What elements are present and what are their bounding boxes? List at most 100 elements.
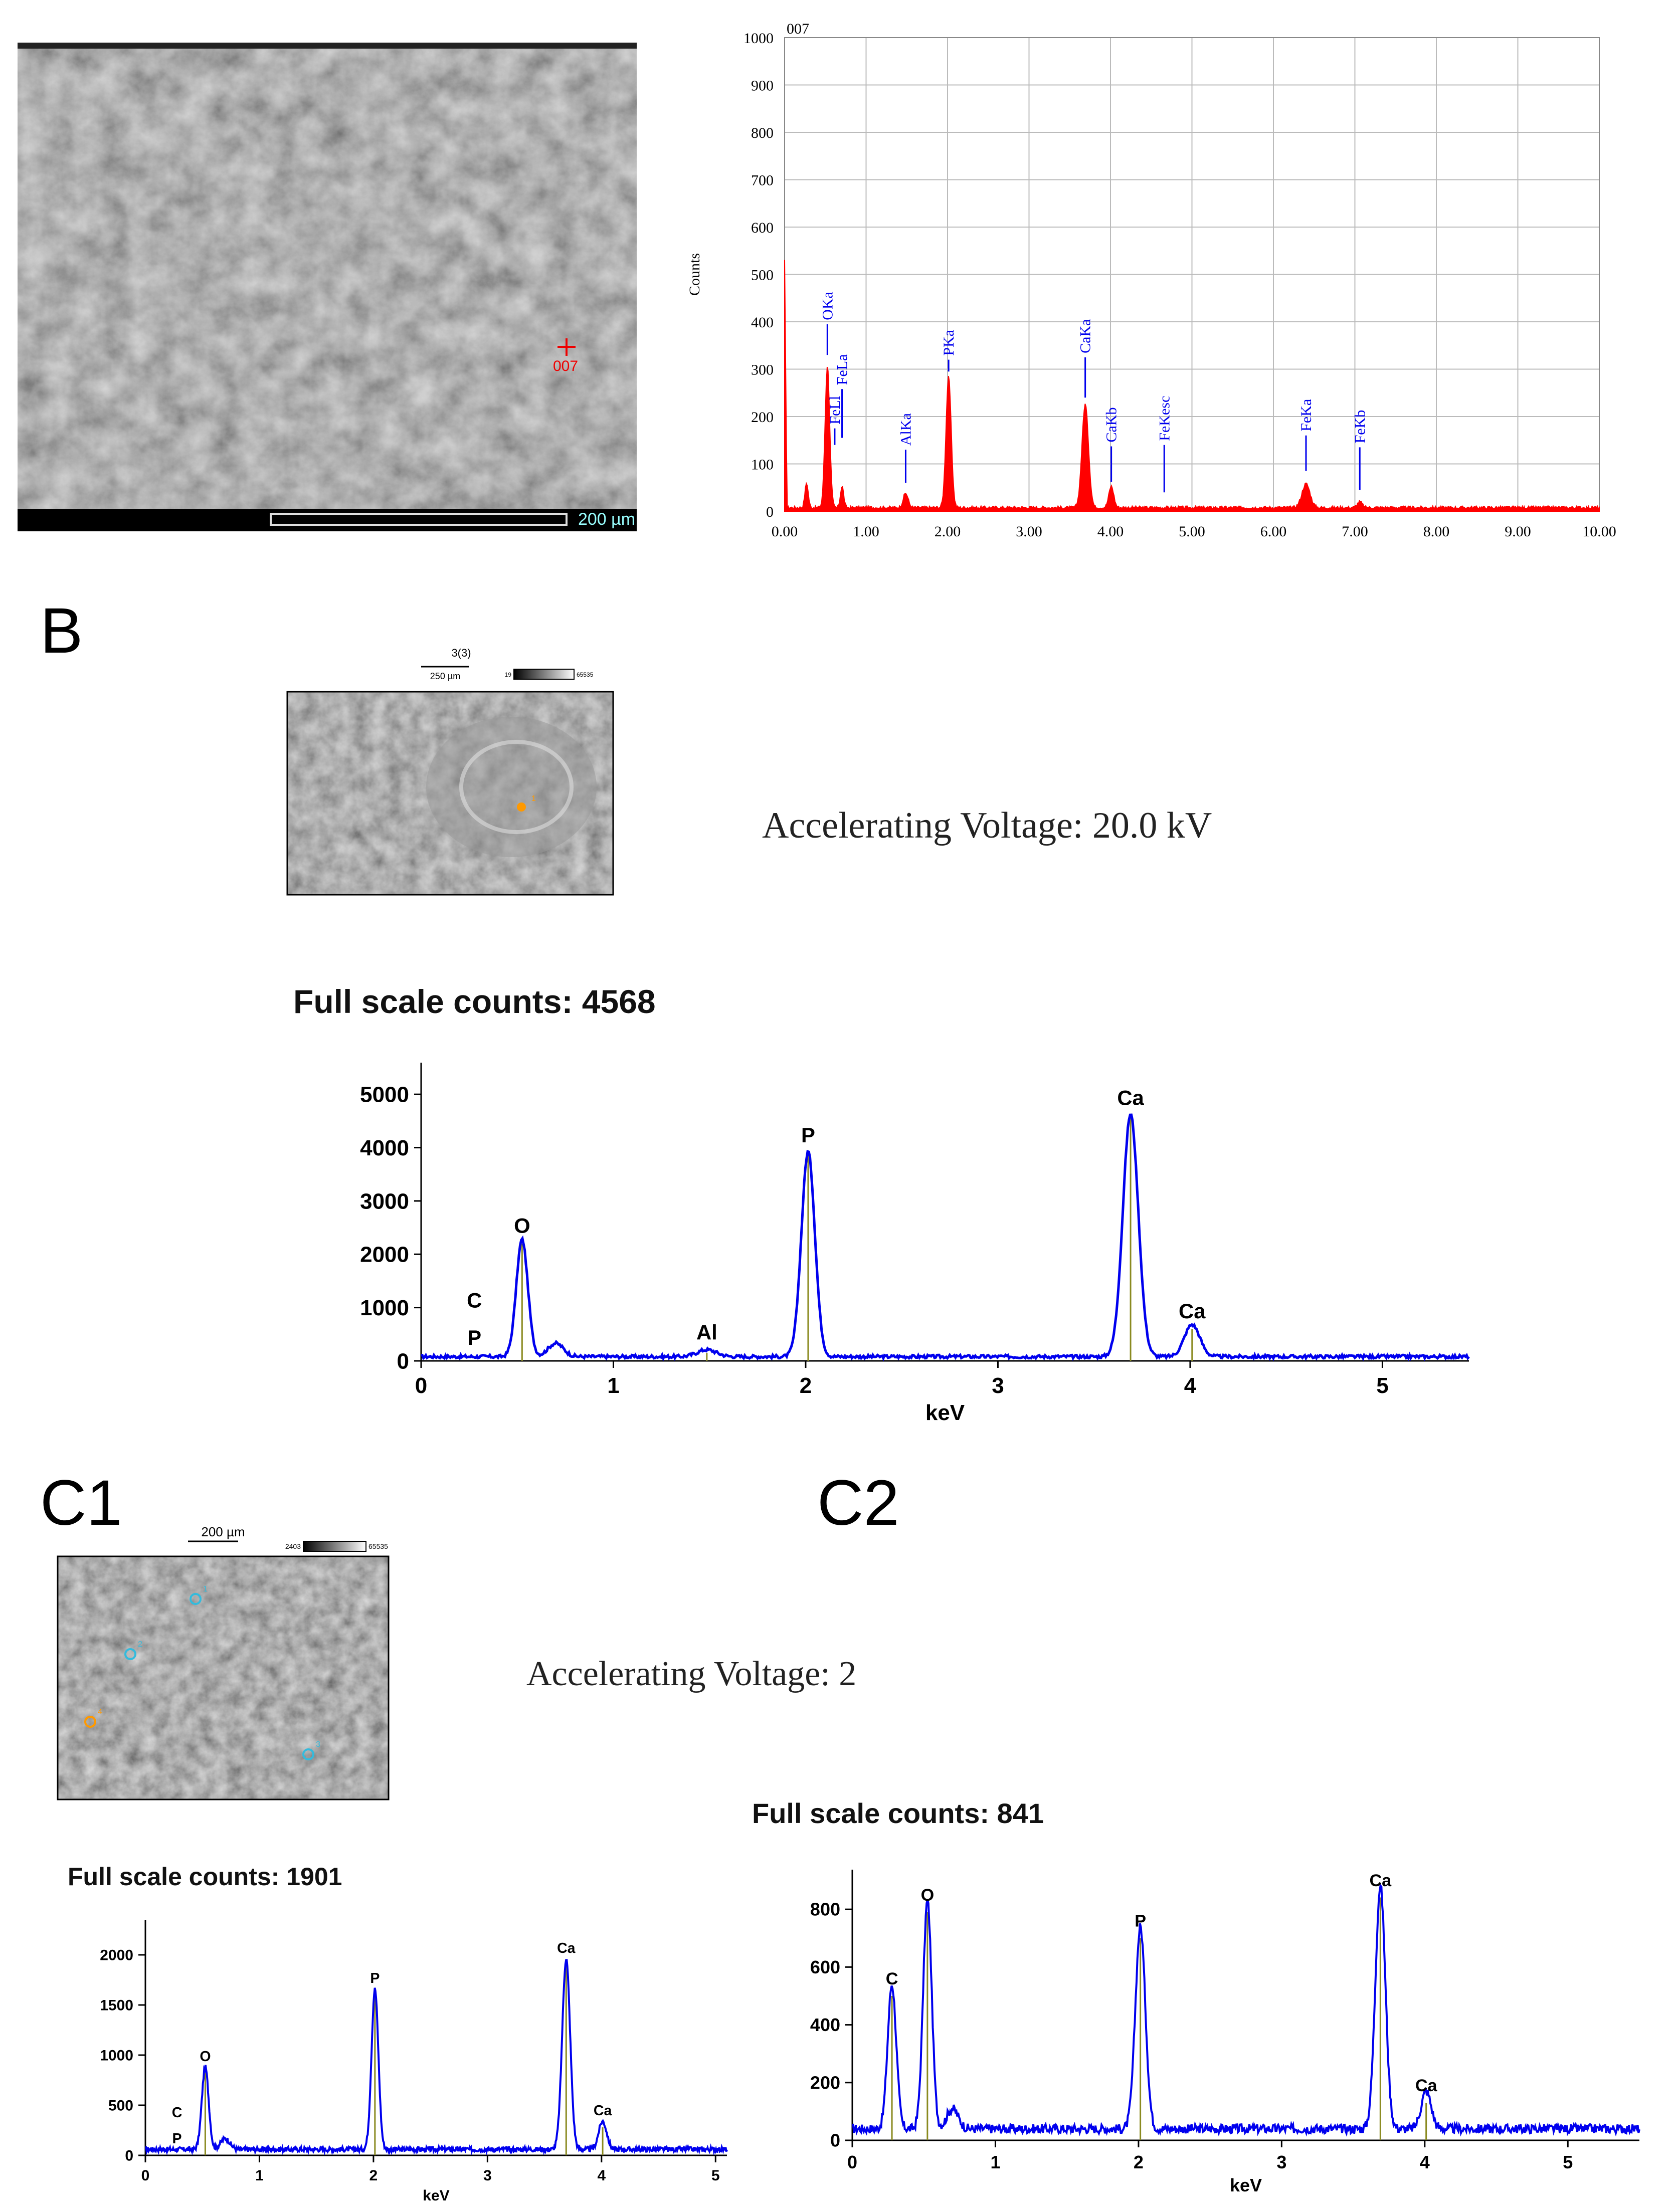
chart-c1-element-label: O <box>200 2049 211 2065</box>
chart-c1-x-tick-label: 1 <box>255 2167 264 2184</box>
chart-c2-x-tick-label: 5 <box>1563 2152 1573 2172</box>
chart-c1-x-tick-label: 3 <box>483 2167 492 2184</box>
sem-b-title: 3(3) <box>451 647 471 659</box>
chart-c2-x-tick-label: 3 <box>1276 2152 1286 2172</box>
chart-a-y-tick-label: 200 <box>751 409 774 426</box>
chart-c2-element-label: O <box>921 1886 935 1905</box>
sem-b-gray-max: 65535 <box>577 671 594 678</box>
chart-c1-x-tick-label: 5 <box>711 2167 720 2184</box>
chart-a-spectrum-series <box>784 260 1600 512</box>
chart-a-x-tick-label: 4.00 <box>1097 523 1124 540</box>
full-scale-counts-b: Full scale counts: 4568 <box>293 983 656 1020</box>
chart-b-y-tick-label: 3000 <box>360 1189 409 1214</box>
chart-a-marker-label: FeLl <box>827 396 843 425</box>
chart-a-marker-label: PKa <box>941 330 957 356</box>
chart-c2-y-tick-label: 600 <box>810 1957 840 1977</box>
sem-a-scale-text: 200 µm <box>578 510 635 529</box>
chart-c1-y-tick-label: 0 <box>125 2148 133 2164</box>
chart-a-y-tick-label: 100 <box>751 457 774 473</box>
chart-b-element-label: C <box>467 1289 482 1312</box>
chart-a-marker-label: CaKa <box>1077 319 1094 353</box>
chart-a-x-tick-label: 2.00 <box>935 523 961 540</box>
chart-a-x-tick-label: 8.00 <box>1423 523 1450 540</box>
sem-c1-point-3 <box>302 1748 314 1760</box>
voltage-caption-c: Accelerating Voltage: 2 <box>526 1655 857 1693</box>
chart-a-x-tick-label: 5.00 <box>1179 523 1205 540</box>
chart-b-y-tick-label: 2000 <box>360 1243 409 1267</box>
panel-label-c1: C1 <box>40 1467 122 1539</box>
sem-b-scale-text: 250 µm <box>430 671 460 681</box>
chart-b-x-tick-label: 3 <box>992 1373 1004 1398</box>
chart-b-element-label: P <box>467 1326 481 1349</box>
chart-a-marker-label: CaKb <box>1103 408 1120 443</box>
chart-a-marker-label: FeKa <box>1298 399 1315 432</box>
sem-a-point-marker <box>557 338 576 356</box>
sem-b-point-label: 1 <box>531 794 536 803</box>
panel-label-b: B <box>40 595 83 667</box>
chart-a-x-tick-label: 1.00 <box>853 523 879 540</box>
chart-c1-x-axis-label: keV <box>423 2187 449 2204</box>
chart-a: 0.00 1.00 2.00 3.00 4.00 5.00 6.00 7.00 8.00 9.00… <box>686 21 1616 540</box>
chart-c1-element-label: Ca <box>594 2103 613 2119</box>
chart-c1-element-label: C <box>172 2105 182 2121</box>
panel-label-c2: C2 <box>817 1467 899 1539</box>
chart-c1-y-tick-label: 2000 <box>100 1947 133 1964</box>
chart-a-y-tick-label: 500 <box>751 267 774 284</box>
chart-c2-element-label: C <box>886 1969 898 1988</box>
chart-c2-x-tick-label: 4 <box>1420 2152 1430 2172</box>
chart-c2-y-tick-label: 0 <box>830 2130 840 2151</box>
chart-a-marker-label: AlKa <box>897 413 914 446</box>
sem-image-a: 200 µm 007 <box>18 43 637 531</box>
chart-b-x-tick-label: 4 <box>1184 1373 1197 1398</box>
chart-c2-y-tick-label: 200 <box>810 2072 840 2093</box>
sem-c1-point-4 <box>84 1716 96 1728</box>
chart-c2-x-tick-label: 1 <box>990 2152 1000 2172</box>
chart-a-marker-label: FeKb <box>1352 410 1368 444</box>
chart-c2-y-tick-label: 800 <box>810 1899 840 1920</box>
chart-a-x-tick-label: 3.00 <box>1016 523 1042 540</box>
sem-c1-micrograph <box>57 1555 390 1800</box>
chart-a-y-tick-label: 0 <box>766 504 774 520</box>
chart-c1-spectrum-series <box>145 1959 728 2156</box>
sem-c1-point-label-2: 2 <box>138 1640 142 1649</box>
chart-a-x-tick-label: 9.00 <box>1505 523 1531 540</box>
chart-a-marker-label: OKa <box>819 292 836 320</box>
chart-b-x-tick-label: 2 <box>800 1373 812 1398</box>
chart-a-y-tick-label: 600 <box>751 220 774 236</box>
chart-b-element-label: P <box>801 1123 815 1147</box>
chart-c2: 0 1 2 3 4 5 0 200 400 600 800 keV C O P Ca Ca <box>810 1870 1640 2195</box>
chart-a-y-axis-label: Counts <box>686 253 703 296</box>
voltage-caption-b: Accelerating Voltage: 20.0 kV <box>762 805 1212 846</box>
chart-c1-y-tick-label: 1000 <box>100 2048 133 2064</box>
chart-b-y-tick-label: 1000 <box>360 1296 409 1320</box>
sem-b-micrograph <box>286 691 614 896</box>
chart-a-x-tick-label: 10.00 <box>1582 523 1616 540</box>
chart-a-y-tick-label: 1000 <box>743 30 774 47</box>
chart-a-marker-label: FeKesc <box>1156 396 1173 441</box>
chart-b-y-tick-label: 5000 <box>360 1083 409 1107</box>
sem-b-gray-min: 19 <box>505 671 512 678</box>
chart-c2-element-label: Ca <box>1369 1871 1392 1890</box>
sem-c1-point-1 <box>190 1593 202 1605</box>
chart-b-spectrum-series <box>421 1113 1470 1362</box>
chart-a-y-tick-label: 300 <box>751 362 774 378</box>
chart-a-x-tick-label: 7.00 <box>1342 523 1368 540</box>
sem-a-point-label: 007 <box>553 358 578 374</box>
chart-b-element-label: Ca <box>1117 1086 1144 1109</box>
sem-c1-point-label-4: 4 <box>98 1708 102 1716</box>
chart-a-y-tick-label: 400 <box>751 314 774 331</box>
chart-c2-x-axis-label: keV <box>1230 2175 1262 2195</box>
sem-image-c1: 200 µm 2403 65535 1 2 3 4 <box>55 1521 391 1802</box>
chart-b-x-tick-label: 1 <box>607 1373 619 1398</box>
chart-c2-element-label: P <box>1135 1912 1146 1931</box>
chart-b-element-label: Ca <box>1179 1299 1206 1323</box>
chart-b-x-tick-label: 5 <box>1376 1373 1388 1398</box>
chart-c1-y-tick-label: 1500 <box>100 1997 133 2014</box>
chart-c1-element-label: P <box>172 2131 181 2147</box>
chart-a-x-tick-label: 0.00 <box>772 523 798 540</box>
sem-image-b: 3(3) 250 µm 19 65535 1 <box>286 642 617 897</box>
chart-c1-x-tick-label: 0 <box>141 2167 150 2184</box>
chart-c1-x-tick-label: 2 <box>369 2167 378 2184</box>
